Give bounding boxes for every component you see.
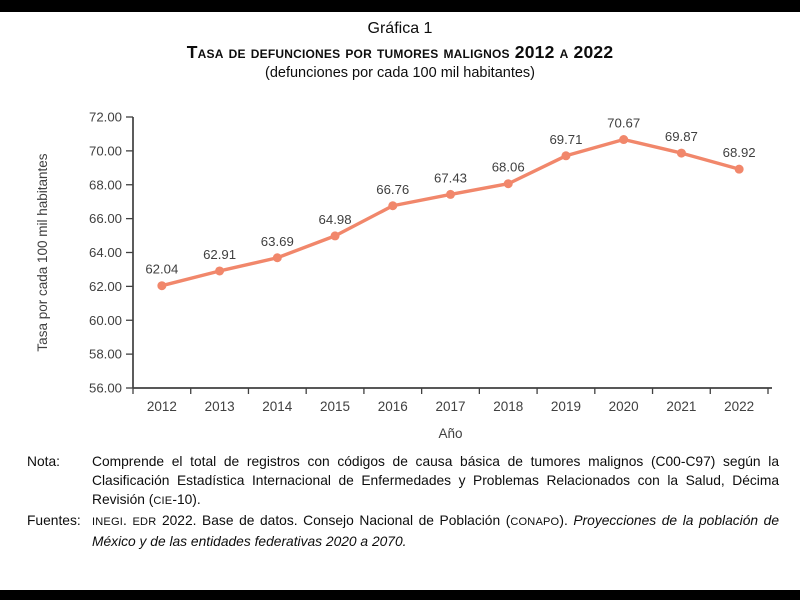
bottom-black-bar [0,590,800,600]
data-point-label: 62.91 [203,247,236,262]
x-axis-title: Año [438,426,462,441]
text-segment: CIE [153,495,173,507]
x-axis-tick-label: 2015 [320,399,350,414]
text-segment: -10). [172,492,201,507]
y-axis-tick-label: 72.00 [89,110,122,125]
text-segment: EDR [132,516,157,528]
chart-title: Tasa de defunciones por tumores malignos… [186,42,614,62]
line-chart: 56.00 58.00 60.00 62.00 64.00 66.00 68.00 70.00… [35,110,772,441]
x-axis-tick-label: 2019 [551,399,581,414]
text-segment: Proyecciones de la población de México y… [92,513,780,549]
series-line [160,137,741,288]
notes-section: Nota: Comprende el total de registros co… [27,452,779,551]
data-point [561,151,571,161]
data-point [446,189,455,199]
chart-subtitle: (defunciones por cada 100 mil habitantes… [264,65,536,81]
data-point [272,253,282,263]
note-label: Nota: [27,454,60,469]
x-axis-tick-label: 2021 [666,399,696,414]
y-axis-tick-label: 64.00 [89,245,122,260]
y-axis-tick-label: 56.00 [89,381,122,396]
y-axis-tick-label: 70.00 [89,143,122,158]
text-segment: INEGI [92,516,124,528]
data-point-label: 68.92 [723,145,756,160]
data-point [734,164,744,174]
note-row: Nota: Comprende el total de registros co… [27,452,779,511]
x-axis-tick-label: 2014 [262,399,293,414]
x-axis-tick-label: 2018 [493,399,523,414]
x-axis-tick-label: 2020 [609,399,639,414]
data-point-label: 69.71 [549,132,582,147]
text-segment: . [123,513,133,528]
data-point-label: 66.76 [376,182,409,197]
text-segment: Comprende el total de registros con códi… [92,454,779,507]
data-point [503,179,513,189]
data-point-label: 63.69 [261,234,294,249]
x-axis-tick-label: 2022 [724,399,754,414]
data-point-label: 70.67 [607,116,640,131]
top-black-bar [0,0,800,12]
sources-label: Fuentes: [27,513,81,528]
data-point [619,135,629,145]
data-point [676,148,686,158]
text-segment: 2022. Base de datos. Consejo Nacional de… [156,513,511,528]
data-point [330,231,340,241]
y-axis-tick-label: 60.00 [89,313,122,328]
data-point [215,266,225,276]
data-point-label: 69.87 [665,129,698,144]
sources-text: INEGI. EDR 2022. Base de datos. Consejo … [92,511,779,551]
y-axis-tick-label: 62.00 [89,279,122,294]
x-axis-tick-label: 2017 [435,399,465,414]
data-point [388,201,398,211]
x-axis-tick-label: 2012 [147,399,177,414]
note-text: Comprende el total de registros con códi… [92,452,779,511]
y-axis-tick-label: 66.00 [89,211,122,226]
y-axis-title: Tasa por cada 100 mil habitantes [35,153,50,351]
x-axis-tick-label: 2013 [205,399,235,414]
y-axis-tick-label: 68.00 [89,177,122,192]
data-point-label: 64.98 [319,212,352,227]
y-axis-tick-label: 58.00 [89,347,122,362]
text-segment: CONAPO [510,516,560,528]
sources-row: Fuentes: INEGI. EDR 2022. Base de datos.… [27,511,779,551]
data-point [157,281,167,291]
figure-number: Gráfica 1 [367,20,433,37]
x-axis-tick-label: 2016 [378,399,408,414]
text-segment: ). [559,513,574,528]
data-point-label: 67.43 [434,170,467,185]
data-point-label: 68.06 [492,160,525,175]
data-point-label: 62.04 [145,262,178,277]
